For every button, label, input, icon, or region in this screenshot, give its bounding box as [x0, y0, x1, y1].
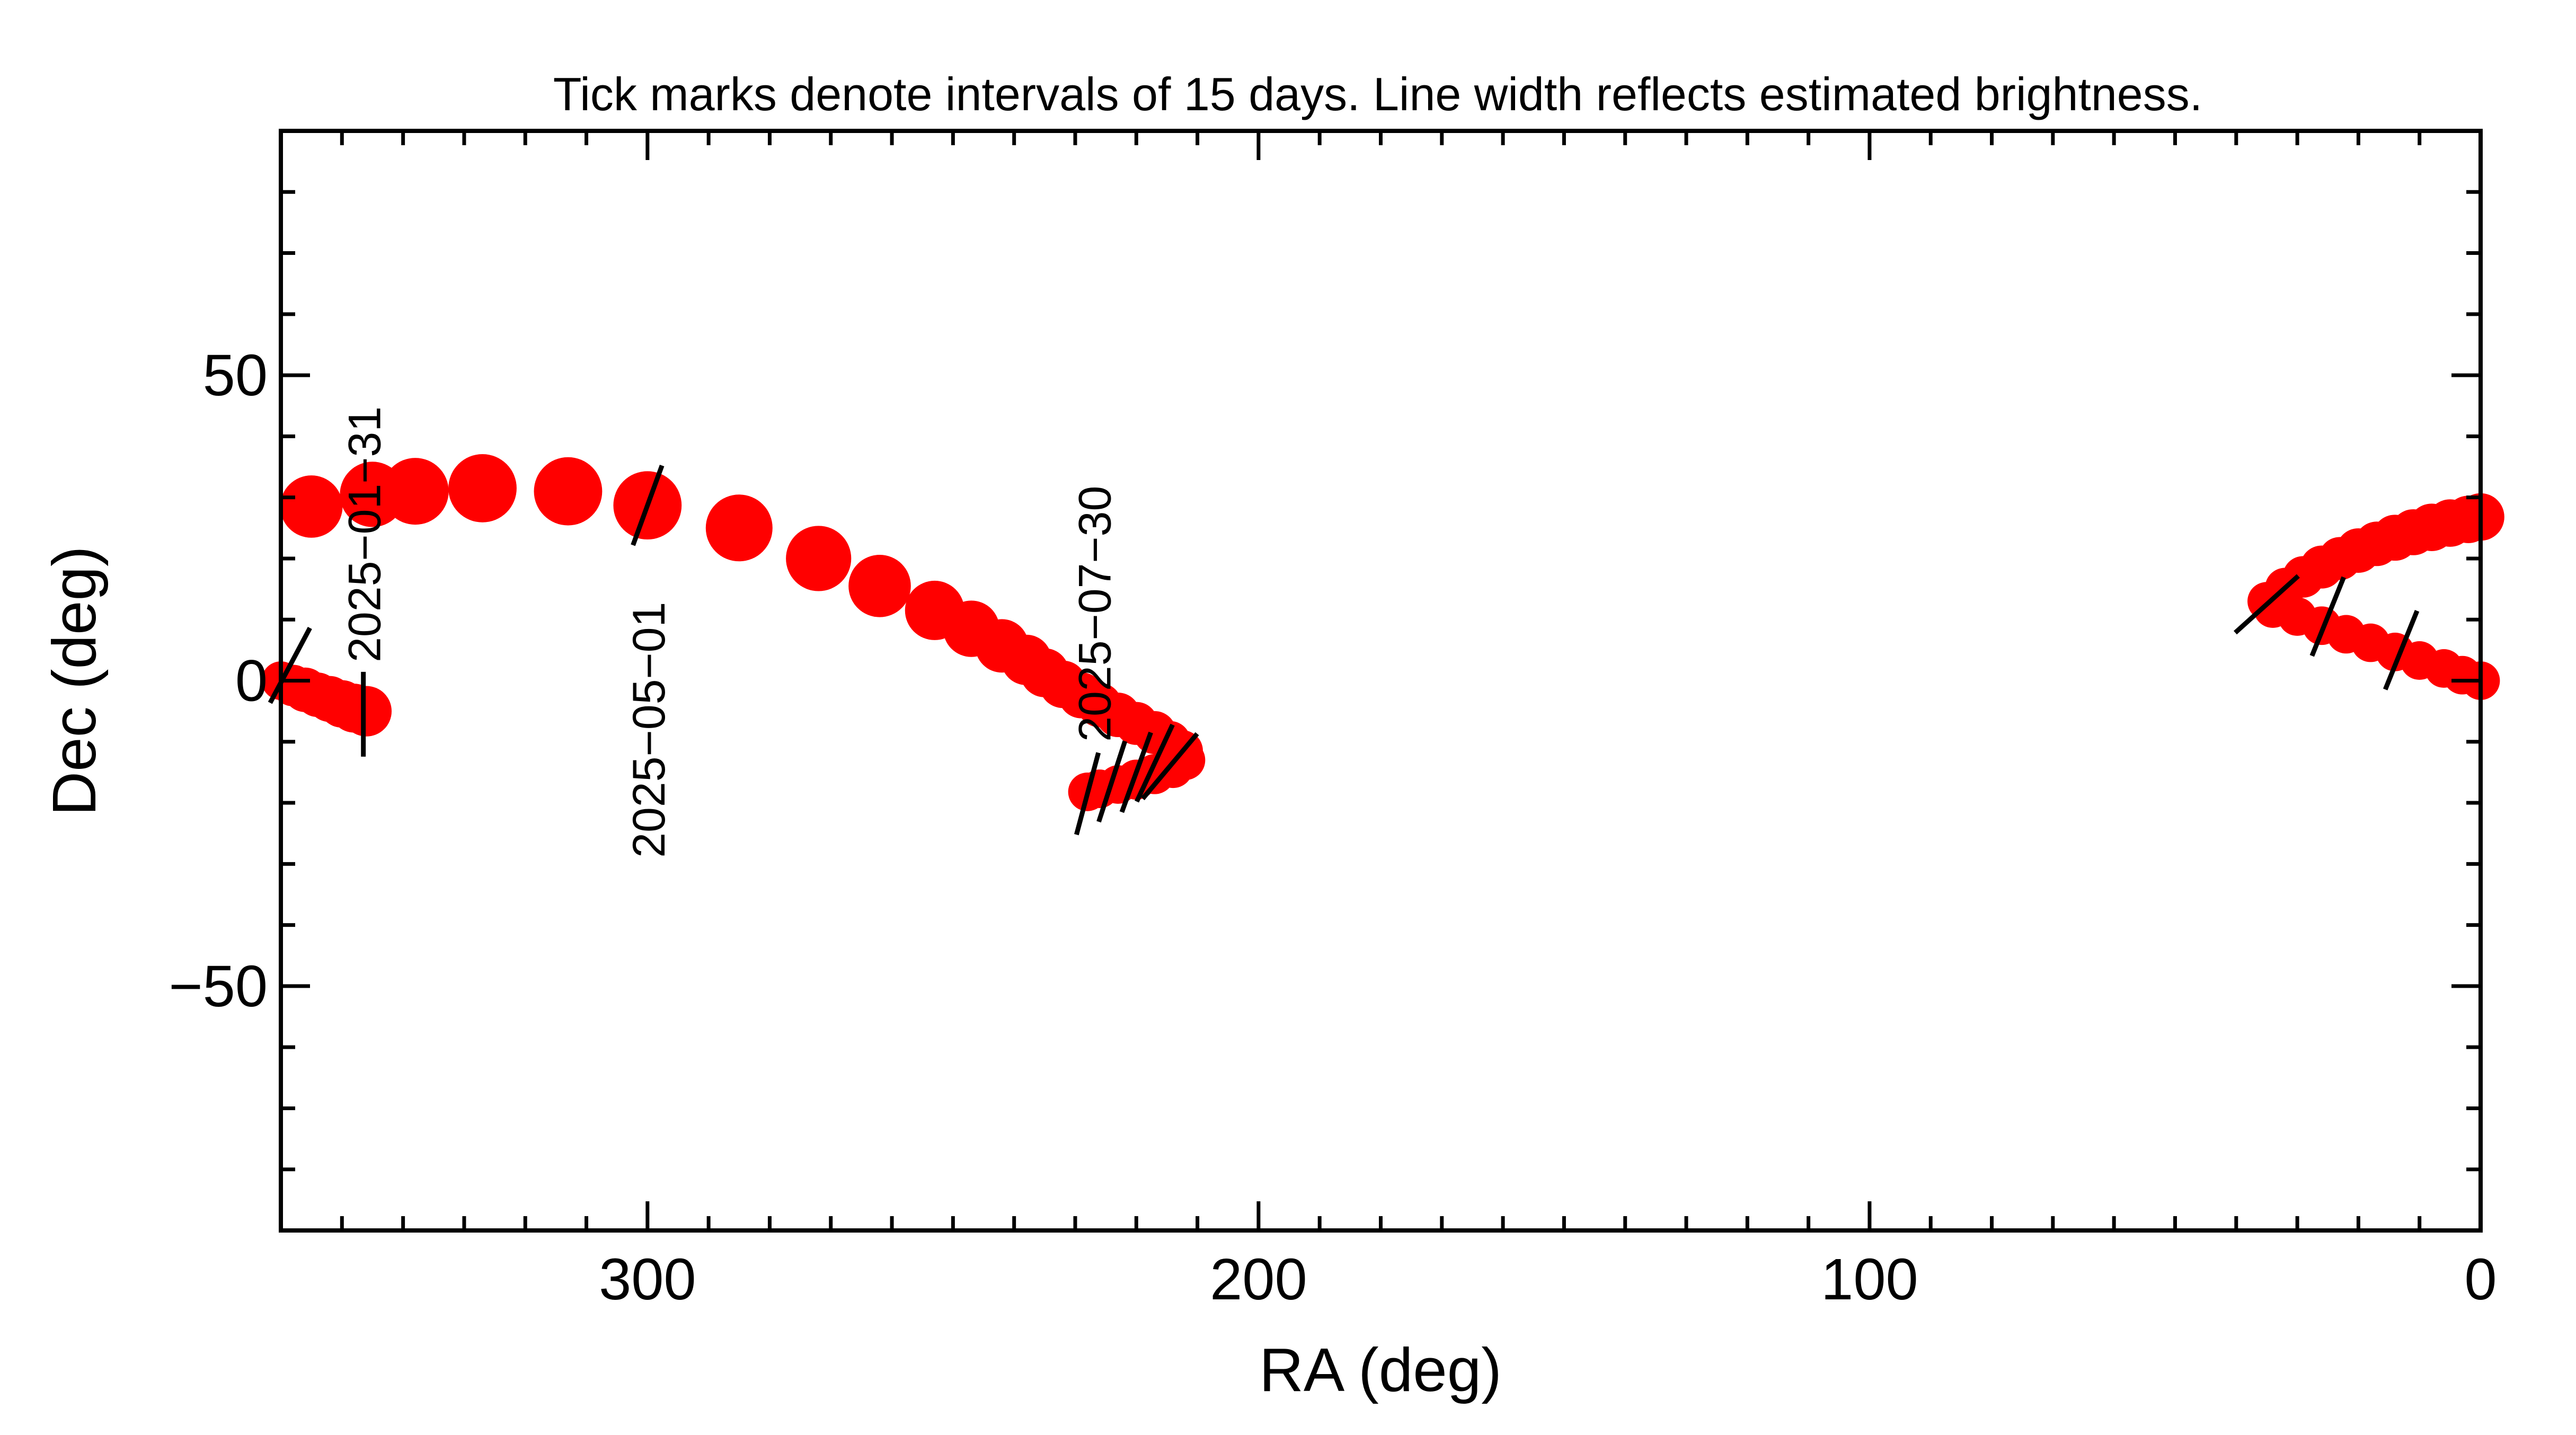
interval-tick-6 — [1134, 723, 1175, 803]
x-tick-label: 200 — [1210, 1247, 1307, 1312]
date-annotation-0: 2025−01−31 — [340, 406, 391, 662]
y-tick-label: −50 — [169, 954, 268, 1019]
interval-tick-7 — [1140, 732, 1199, 801]
interval-tick-4 — [1096, 740, 1128, 823]
x-tick-label: 100 — [1821, 1247, 1918, 1312]
interval-tick-2 — [631, 464, 665, 546]
interval-tick-9 — [2309, 576, 2346, 657]
date-annotation-1: 2025−05−01 — [624, 602, 675, 858]
y-axis-title: Dec (deg) — [40, 546, 109, 816]
x-tick-label: 300 — [599, 1247, 696, 1312]
date-annotation-2: 2025−07−30 — [1070, 486, 1121, 742]
interval-tick-0 — [268, 626, 312, 704]
interval-tick-marks — [268, 464, 2420, 836]
interval-tick-5 — [1119, 731, 1153, 813]
x-axis-title: RA (deg) — [1259, 1335, 1502, 1404]
date-annotations: 2025−01−31 2025−05−01 2025−07−30 — [340, 406, 1121, 858]
data-point-0-11 — [448, 454, 517, 522]
y-tick-label: 50 — [203, 343, 268, 408]
data-point-0-14 — [705, 494, 773, 562]
x-tick-label: 0 — [2464, 1247, 2497, 1312]
interval-tick-3 — [1074, 752, 1101, 836]
interval-tick-10 — [2383, 610, 2420, 690]
data-point-0-7 — [341, 686, 392, 737]
data-point-0-15 — [786, 526, 852, 591]
y-tick-label: 0 — [235, 649, 268, 714]
chart-title: Tick marks denote intervals of 15 days. … — [553, 68, 2202, 120]
axes: 300 200 100 0 50 0 −50 — [169, 129, 2497, 1312]
plot-frame — [279, 129, 2483, 1233]
data-point-0-10 — [382, 458, 449, 525]
interval-tick-8 — [2233, 574, 2300, 635]
data-point-0-16 — [848, 555, 911, 617]
data-point-0-12 — [534, 457, 603, 526]
data-points — [261, 454, 2504, 811]
data-point-0-8 — [280, 475, 343, 538]
